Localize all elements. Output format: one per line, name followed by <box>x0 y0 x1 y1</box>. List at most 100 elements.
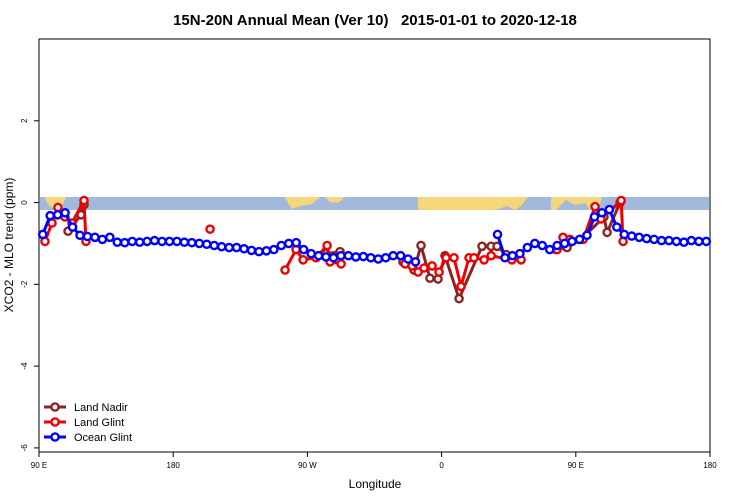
data-point <box>664 235 674 246</box>
data-point <box>246 245 257 256</box>
legend-label: Land Nadir <box>74 402 128 414</box>
data-point <box>322 240 332 251</box>
data-point <box>358 251 369 262</box>
data-point <box>298 255 308 265</box>
data-point <box>456 281 466 292</box>
data-point <box>679 237 689 248</box>
data-point <box>373 254 384 264</box>
data-point <box>441 252 451 263</box>
data-point <box>619 229 630 240</box>
data-point <box>283 238 294 249</box>
data-point <box>82 231 93 242</box>
land-patch <box>418 197 528 210</box>
data-point <box>52 210 63 220</box>
data-point <box>157 236 167 247</box>
legend-marker <box>50 402 60 412</box>
data-point <box>149 235 160 246</box>
x-tick-label: 90 E <box>568 461 584 470</box>
y-tick-label: 2 <box>20 118 29 123</box>
data-point <box>434 267 444 277</box>
data-point <box>559 238 570 249</box>
data-point <box>634 232 644 243</box>
land-patch <box>551 197 602 210</box>
x-tick-label: 90 E <box>31 461 47 470</box>
data-point <box>172 236 182 247</box>
data-point <box>656 235 667 246</box>
data-point <box>425 273 435 284</box>
data-point <box>449 252 459 263</box>
data-point <box>529 238 540 249</box>
y-tick-label: 0 <box>20 200 29 205</box>
data-point <box>105 232 115 243</box>
data-point <box>649 234 659 245</box>
legend-marker <box>50 417 60 427</box>
data-point <box>280 265 290 275</box>
data-point <box>522 242 533 253</box>
data-point <box>597 207 607 218</box>
y-tick-label: -2 <box>20 280 29 288</box>
data-point <box>187 237 197 248</box>
data-point <box>590 201 600 212</box>
data-point <box>395 250 406 261</box>
data-point <box>626 231 637 241</box>
data-point <box>537 240 548 251</box>
data-point <box>477 241 487 252</box>
data-point <box>641 233 652 244</box>
data-point <box>419 263 429 273</box>
data-point <box>179 237 190 248</box>
data-point <box>306 248 316 259</box>
data-point <box>60 207 70 218</box>
data-point <box>37 229 48 240</box>
data-point <box>67 222 78 232</box>
data-point <box>231 242 242 253</box>
data-point <box>119 237 130 248</box>
data-point <box>701 236 712 247</box>
data-point <box>269 244 279 255</box>
data-point <box>486 250 496 261</box>
data-point <box>239 243 249 254</box>
y-tick-label: -4 <box>20 362 29 370</box>
data-point <box>416 240 426 251</box>
data-point <box>567 236 577 247</box>
data-point <box>604 204 615 215</box>
x-tick-label: 0 <box>439 461 444 470</box>
data-point <box>313 250 324 261</box>
data-point <box>454 293 464 304</box>
data-point <box>589 212 600 222</box>
data-point <box>365 252 376 263</box>
data-point <box>671 236 682 247</box>
data-point <box>351 252 361 262</box>
y-tick-label: -6 <box>20 444 29 452</box>
data-point <box>427 261 437 271</box>
data-point <box>612 222 622 232</box>
legend-marker <box>50 432 60 442</box>
data-point <box>336 250 346 261</box>
legend-label: Ocean Glint <box>74 432 132 444</box>
data-point <box>205 224 215 234</box>
data-point <box>602 227 612 238</box>
land-patch <box>285 197 320 209</box>
x-tick-label: 90 W <box>298 461 317 470</box>
data-point <box>164 236 175 247</box>
data-point <box>380 252 391 263</box>
data-point <box>328 252 339 263</box>
data-point <box>574 234 585 245</box>
x-tick-label: 180 <box>167 461 181 470</box>
data-point <box>500 252 510 263</box>
data-point <box>410 257 421 267</box>
data-point <box>582 230 592 241</box>
data-point <box>127 236 137 247</box>
data-point <box>261 246 272 256</box>
data-point <box>686 235 697 246</box>
ocean-band <box>40 197 709 210</box>
data-point <box>507 250 518 261</box>
data-point <box>142 236 152 247</box>
data-point <box>216 241 227 252</box>
data-point <box>201 239 212 250</box>
data-point <box>276 240 287 251</box>
data-point <box>616 195 626 206</box>
data-point <box>53 202 63 213</box>
data-point <box>90 232 100 243</box>
data-point <box>403 254 413 264</box>
x-tick-label: 180 <box>703 461 717 470</box>
